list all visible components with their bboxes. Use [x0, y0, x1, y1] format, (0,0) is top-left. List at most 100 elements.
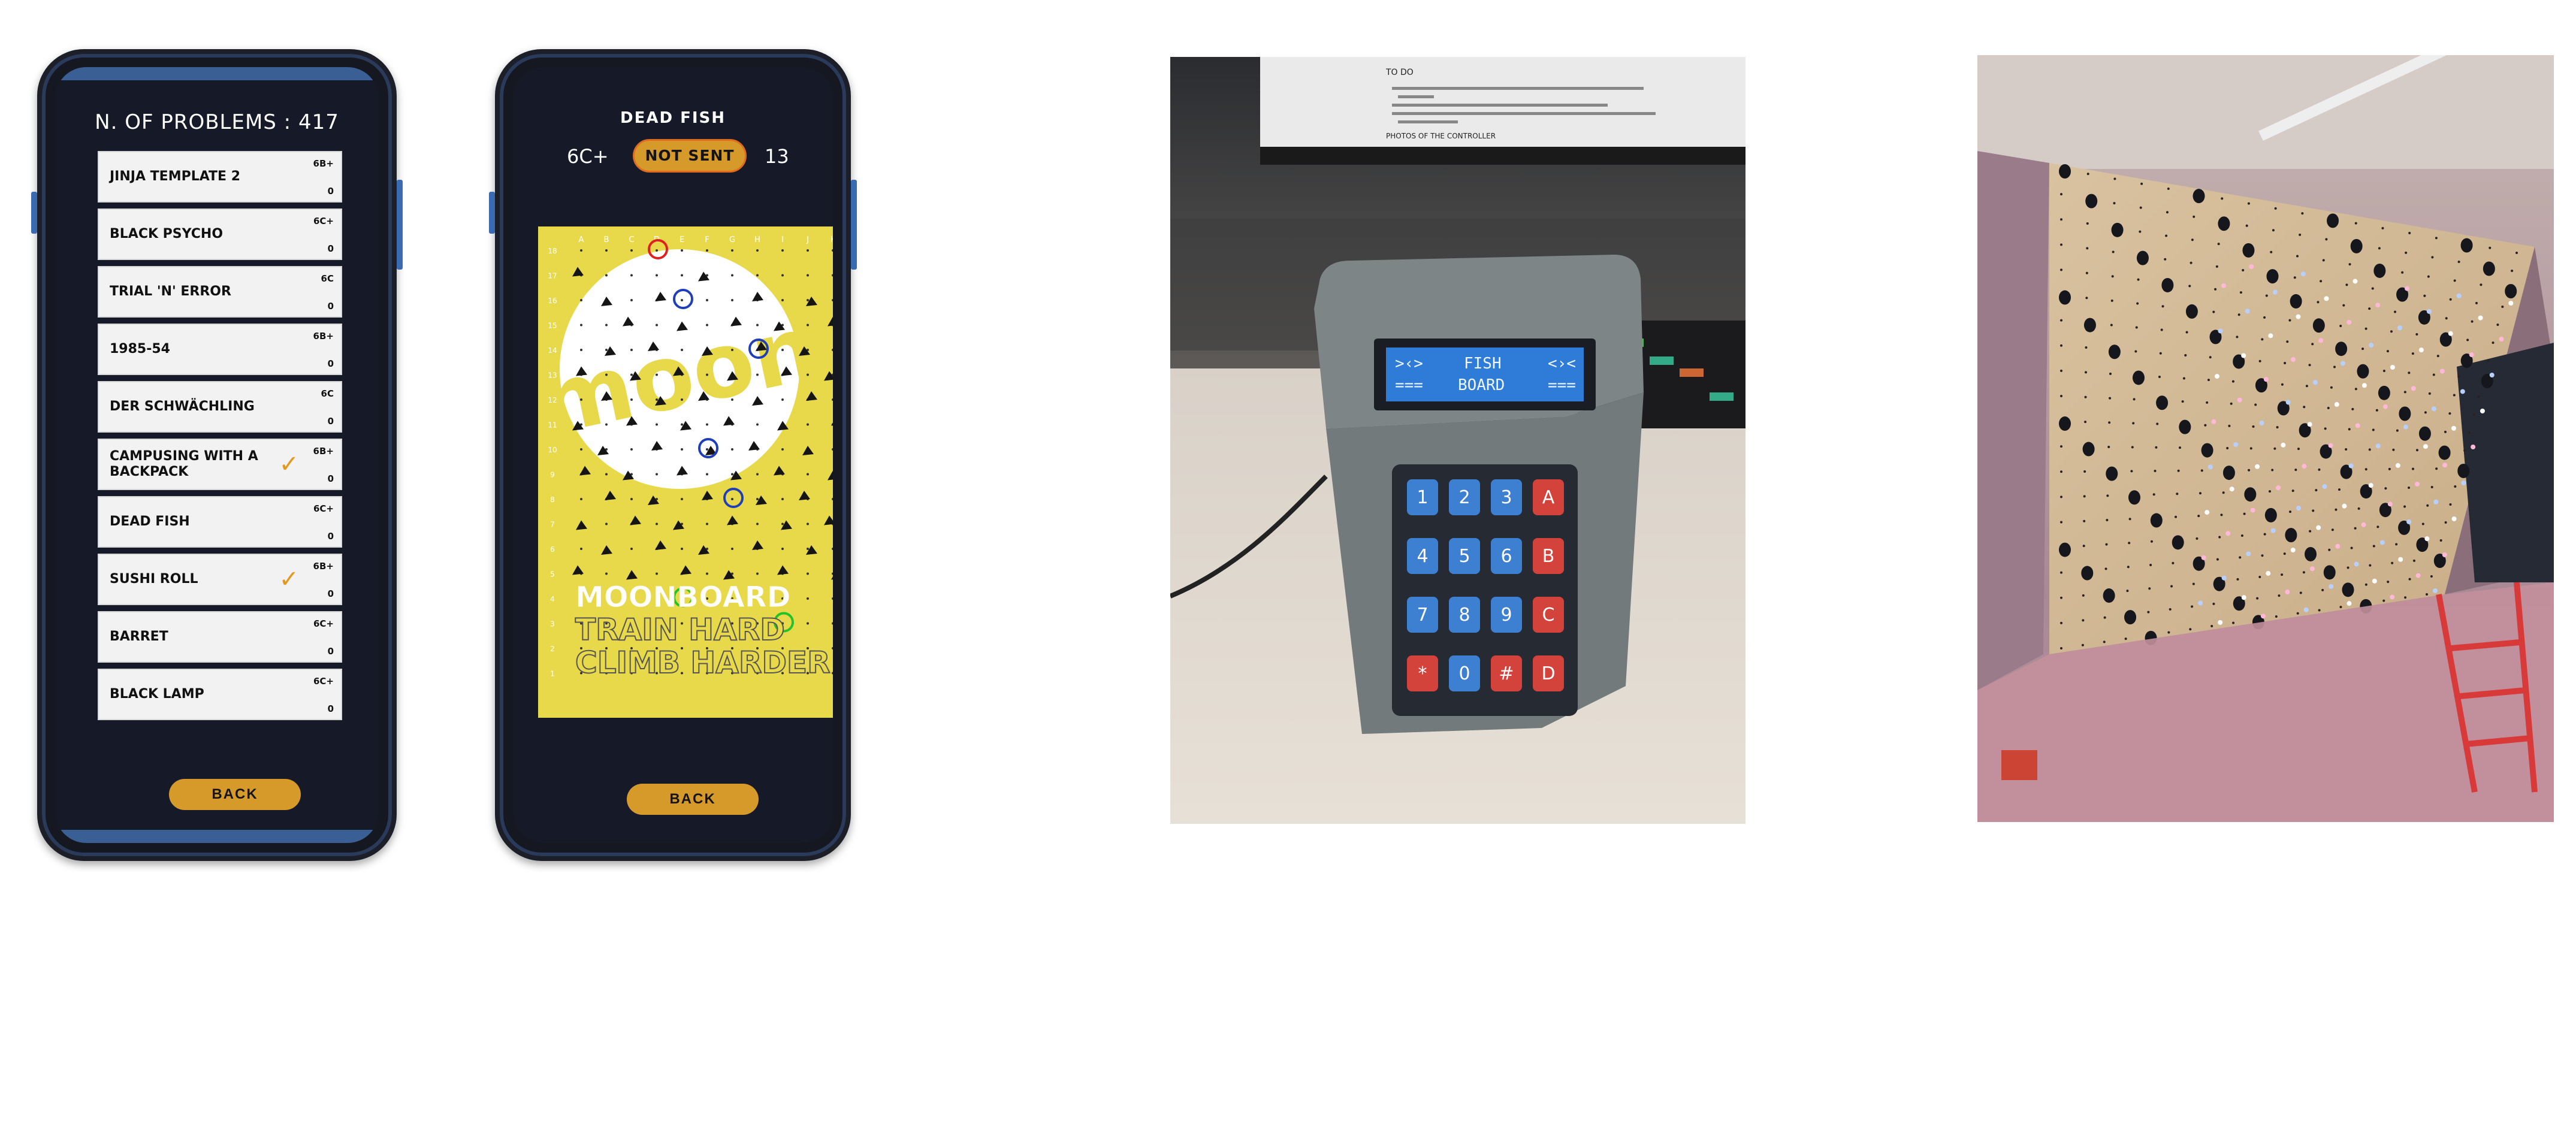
hold — [648, 342, 659, 351]
problem-name: 1985-54 — [110, 342, 170, 356]
tnut — [2333, 365, 2336, 368]
problem-list-item[interactable]: DEAD FISH 6C+ 0 — [98, 496, 342, 548]
wall-hold — [2059, 164, 2071, 179]
problem-repeat-count: 0 — [327, 473, 334, 484]
route-hold-marker — [723, 488, 744, 508]
hold — [777, 565, 789, 575]
keypad-key — [1407, 538, 1438, 574]
problem-list-item[interactable]: BLACK PSYCHO 6C+ 0 — [98, 209, 342, 260]
wall-hold — [2218, 216, 2230, 231]
sent-status-badge[interactable]: NOT SENT — [633, 139, 747, 173]
lcd-text-line1: FISH — [1464, 355, 1502, 373]
grid-dot — [781, 647, 784, 649]
wall-hold — [2379, 503, 2391, 518]
problem-list-item[interactable]: SUSHI ROLL 6B+ 0 ✓ — [98, 554, 342, 605]
grid-dot — [630, 597, 633, 600]
hold — [799, 346, 810, 356]
led — [2302, 464, 2307, 469]
tnut — [2296, 612, 2299, 615]
side-wall — [1977, 151, 2049, 690]
problem-list[interactable]: JINJA TEMPLATE 2 6B+ 0 BLACK PSYCHO 6C+ 0 TRIA… — [98, 151, 342, 726]
wall-hold — [2150, 513, 2163, 528]
tnut — [2445, 317, 2448, 320]
hold — [727, 515, 738, 525]
problem-name: TRIAL 'N' ERROR — [110, 284, 231, 299]
tnut — [2404, 596, 2407, 599]
tnut — [2086, 247, 2089, 250]
led — [2225, 531, 2231, 536]
tnut — [2221, 197, 2224, 200]
grid-dot — [580, 349, 582, 351]
led — [2218, 620, 2223, 625]
grid-dot — [630, 647, 633, 649]
grid-dot — [580, 299, 582, 301]
tnut — [2328, 548, 2331, 551]
tnut — [2106, 494, 2109, 497]
tnut — [2401, 271, 2404, 274]
hold — [806, 297, 817, 306]
grid-dot — [630, 448, 633, 451]
led — [2272, 289, 2278, 295]
lcd-symbol: === — [1548, 376, 1576, 394]
problem-list-item[interactable]: JINJA TEMPLATE 2 6B+ 0 — [98, 151, 342, 203]
grid-dot — [681, 597, 683, 600]
tnut — [2139, 206, 2142, 209]
grid-dot — [656, 373, 658, 376]
wall-hold — [2305, 546, 2317, 561]
grid-dot — [681, 622, 683, 625]
keypad-key-label: C — [1542, 605, 1555, 626]
grid-dot — [832, 572, 833, 575]
climbing-wall-photo — [1977, 55, 2554, 822]
grid-dot — [706, 373, 708, 376]
wall-hold — [2439, 332, 2452, 347]
tnut — [2396, 429, 2399, 432]
led — [2312, 380, 2318, 385]
wall-hold — [2172, 535, 2184, 550]
problem-title: DEAD FISH — [620, 109, 726, 127]
tnut — [2308, 364, 2311, 367]
tnut — [2435, 237, 2438, 240]
top-accent-bar — [55, 67, 379, 80]
tnut — [2150, 540, 2153, 543]
grid-dot — [781, 597, 784, 600]
problem-repeat-count: 0 — [327, 186, 334, 197]
led — [2448, 331, 2453, 336]
tnut — [2252, 425, 2255, 428]
tnut — [2431, 256, 2434, 259]
tnut — [2466, 339, 2469, 342]
back-button[interactable]: BACK — [627, 784, 759, 815]
led — [2418, 348, 2424, 353]
problem-list-item[interactable]: CAMPUSING WITH A BACKPACK 6B+ 0 ✓ — [98, 439, 342, 490]
tnut — [2439, 539, 2442, 542]
grid-dot — [832, 622, 833, 625]
wall-hold — [2460, 353, 2473, 368]
wall-hold — [2082, 442, 2095, 457]
keypad-key — [1491, 655, 1522, 691]
wall-hold — [2399, 406, 2411, 421]
tnut — [2060, 344, 2062, 347]
tnut — [2273, 447, 2276, 450]
hold — [698, 391, 709, 401]
controller-photo: TO DO PHOTOS OF THE CONTROLLER >‹> — [1170, 57, 1745, 824]
back-button[interactable]: BACK — [169, 779, 301, 810]
grid-dot — [807, 672, 809, 675]
problem-list-item[interactable]: DER SCHWÄCHLING 6C 0 — [98, 381, 342, 433]
problem-list-item[interactable]: BARRET 6C+ 0 — [98, 611, 342, 663]
tnut — [2286, 340, 2289, 343]
tnut — [2369, 564, 2372, 567]
tnut — [2214, 288, 2217, 291]
led — [2221, 575, 2227, 581]
tnut — [2339, 324, 2342, 327]
tnut — [2281, 383, 2284, 386]
problem-list-item[interactable]: TRIAL 'N' ERROR 6C 0 — [98, 266, 342, 318]
problem-list-item[interactable]: BLACK LAMP 6C+ 0 — [98, 669, 342, 720]
hold — [723, 570, 735, 580]
wall-hold — [2103, 588, 2115, 603]
problem-list-item[interactable]: 1985-54 6B+ 0 — [98, 324, 342, 375]
led — [2433, 588, 2438, 593]
wall-hold — [2350, 238, 2363, 253]
tnut — [2185, 331, 2188, 334]
wall-hold — [2132, 370, 2145, 385]
